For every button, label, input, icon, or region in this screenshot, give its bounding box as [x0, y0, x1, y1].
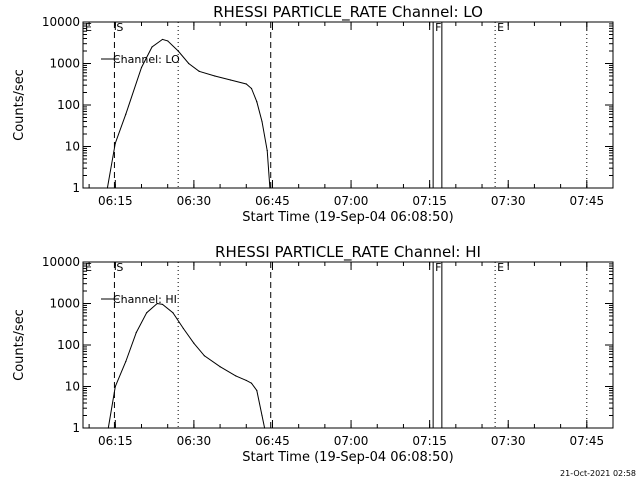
series-line: [106, 38, 271, 189]
x-tick-label: 07:30: [491, 194, 526, 208]
chart-panel-lo: RHESSI PARTICLE_RATE Channel: LO 1 10 100 10…: [12, 3, 614, 225]
y-tick-label: 1: [72, 181, 80, 195]
event-marker-label: E: [85, 21, 92, 34]
data-point: [177, 50, 179, 52]
event-marker-label: E: [85, 261, 92, 274]
data-point: [125, 113, 127, 115]
data-point: [256, 389, 258, 392]
plot-frame: [82, 21, 614, 189]
event-marker-label: F: [435, 261, 441, 274]
data-point: [140, 66, 143, 69]
data-point: [146, 312, 148, 314]
data-point: [245, 379, 247, 382]
x-axis-label: Start Time (19-Sep-04 06:08:50): [242, 210, 453, 225]
data-point: [250, 87, 253, 90]
data-point: [219, 366, 221, 368]
x-tick-label: 07:15: [412, 194, 447, 208]
data-point: [161, 38, 164, 41]
data-point: [114, 142, 116, 144]
y-tick-label: 10000: [42, 255, 80, 269]
y-tick-label: 1: [72, 421, 80, 435]
data-point: [256, 101, 258, 103]
x-tick-label: 07:45: [570, 194, 605, 208]
data-point: [264, 427, 266, 429]
x-tick-label: 06:15: [98, 434, 133, 448]
x-tick-label: 06:45: [255, 194, 290, 208]
y-tick-label: 1000: [49, 57, 80, 71]
data-point: [125, 360, 127, 363]
data-point: [198, 70, 200, 72]
data-point: [266, 149, 268, 152]
y-axis-label: Counts/sec: [12, 309, 27, 381]
chart-title: RHESSI PARTICLE_RATE Channel: HI: [215, 243, 481, 262]
data-point: [214, 75, 216, 77]
event-marker-label: F: [435, 21, 441, 34]
data-point: [235, 375, 237, 377]
x-tick-label: 07:15: [412, 434, 447, 448]
data-point: [167, 40, 169, 42]
x-tick-label: 06:30: [177, 194, 212, 208]
data-point: [114, 385, 116, 388]
data-point: [261, 120, 263, 123]
y-tick-label: 100: [57, 338, 80, 352]
data-point: [135, 331, 137, 334]
event-marker-label: E: [497, 261, 504, 274]
data-point: [269, 187, 271, 189]
event-marker-label: S: [116, 21, 123, 34]
legend-label: Channel: HI: [113, 293, 177, 306]
data-point: [188, 62, 190, 65]
data-point: [161, 303, 164, 306]
y-tick-label: 1000: [49, 297, 80, 311]
data-point: [245, 83, 247, 85]
x-axis-label: Start Time (19-Sep-04 06:08:50): [242, 450, 453, 465]
event-marker-label: S: [116, 261, 123, 274]
legend-label: Channel: LO: [113, 53, 180, 66]
x-tick-label: 06:30: [177, 434, 212, 448]
data-point: [261, 414, 263, 417]
x-tick-label: 06:15: [98, 194, 133, 208]
chart-panel-hi: RHESSI PARTICLE_RATE Channel: HI 1 10 100 10…: [12, 243, 614, 465]
data-point: [151, 46, 153, 48]
x-tick-label: 07:00: [334, 434, 369, 448]
x-tick-label: 06:45: [255, 434, 290, 448]
x-tick-label: 07:00: [334, 194, 369, 208]
data-point: [106, 187, 109, 189]
y-axis-label: Counts/sec: [12, 69, 27, 141]
chart-title: RHESSI PARTICLE_RATE Channel: LO: [213, 3, 483, 22]
data-point: [229, 79, 232, 81]
x-tick-label: 07:30: [491, 434, 526, 448]
data-point: [203, 355, 205, 357]
plot-frame: [82, 261, 614, 429]
x-tick-label: 07:45: [570, 434, 605, 448]
y-tick-label: 100: [57, 98, 80, 112]
series-line: [107, 302, 266, 429]
y-tick-label: 10: [65, 380, 80, 394]
event-marker-label: E: [497, 21, 504, 34]
data-point: [107, 427, 109, 429]
data-point: [193, 342, 195, 344]
y-tick-label: 10000: [42, 15, 80, 29]
y-tick-label: 10: [65, 140, 80, 154]
data-point: [172, 312, 174, 314]
data-point: [156, 302, 158, 305]
footer-timestamp: 21-Oct-2021 02:58: [560, 469, 636, 478]
data-point: [250, 382, 253, 384]
data-point: [182, 327, 185, 330]
